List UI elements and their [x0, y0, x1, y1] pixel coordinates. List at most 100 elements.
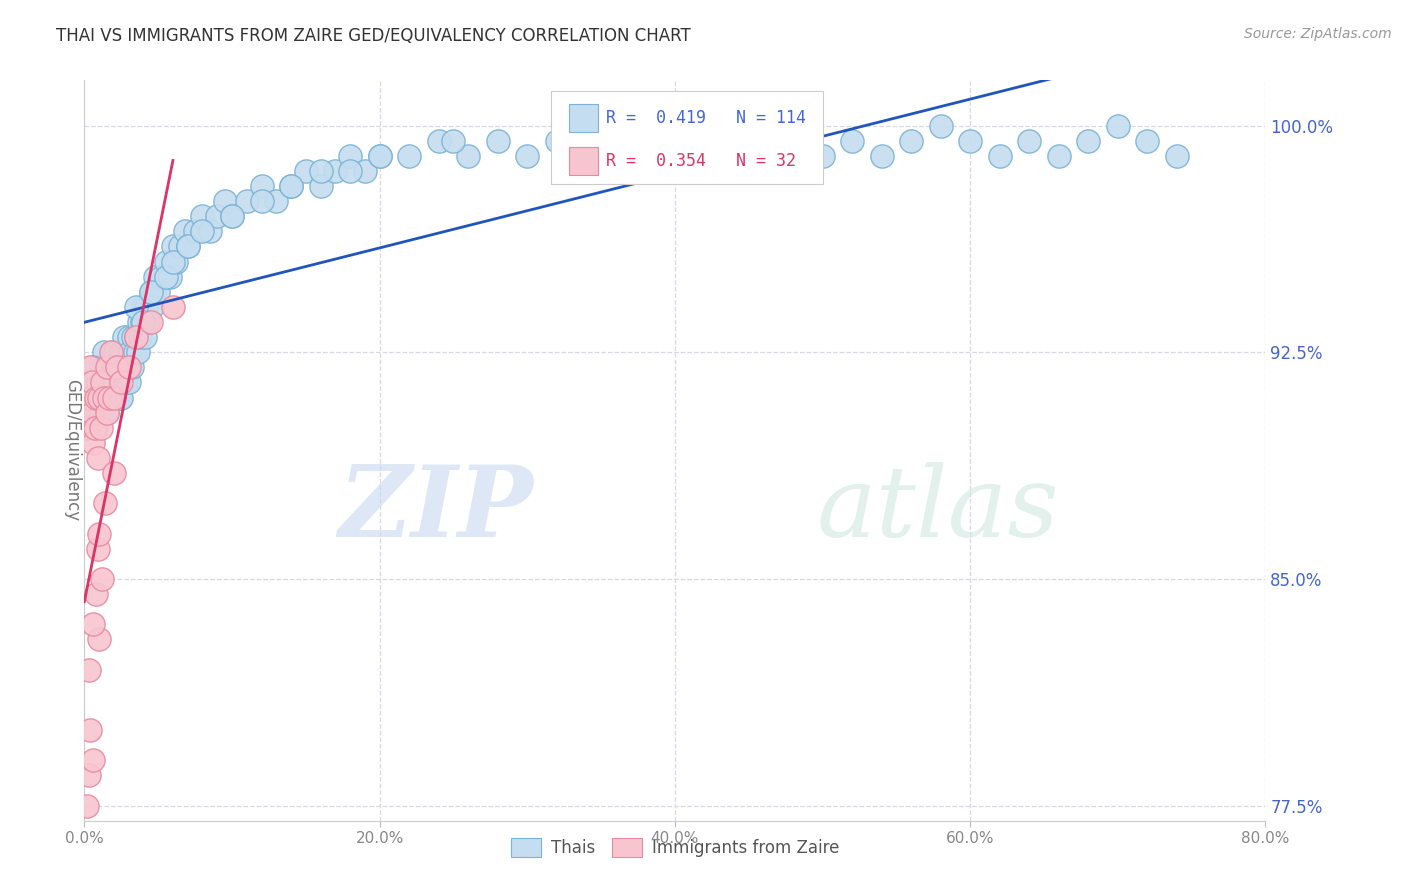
- Text: R =  0.354   N = 32: R = 0.354 N = 32: [606, 152, 796, 169]
- Point: [134, 330, 156, 344]
- Point: [139, 285, 162, 299]
- Point: [105, 376, 128, 390]
- FancyBboxPatch shape: [568, 104, 598, 132]
- Text: THAI VS IMMIGRANTS FROM ZAIRE GED/EQUIVALENCY CORRELATION CHART: THAI VS IMMIGRANTS FROM ZAIRE GED/EQUIVA…: [56, 27, 690, 45]
- FancyBboxPatch shape: [568, 146, 598, 175]
- Point: [84, 587, 107, 601]
- Point: [398, 149, 420, 163]
- Point: [127, 345, 149, 359]
- FancyBboxPatch shape: [551, 91, 823, 184]
- Point: [162, 254, 184, 268]
- Point: [162, 300, 184, 314]
- Point: [443, 134, 465, 148]
- Point: [80, 829, 103, 843]
- Point: [77, 768, 100, 782]
- Text: Source: ZipAtlas.com: Source: ZipAtlas.com: [1244, 27, 1392, 41]
- Point: [177, 239, 200, 253]
- Point: [91, 391, 114, 405]
- Point: [1166, 149, 1188, 163]
- Point: [900, 134, 922, 148]
- Point: [101, 345, 124, 359]
- Point: [198, 224, 221, 238]
- Point: [91, 572, 114, 586]
- Text: R =  0.419   N = 114: R = 0.419 N = 114: [606, 109, 807, 128]
- Point: [214, 194, 236, 209]
- Point: [83, 421, 105, 435]
- Point: [693, 134, 716, 148]
- Point: [129, 330, 152, 344]
- Point: [83, 889, 105, 892]
- Point: [339, 149, 361, 163]
- Point: [266, 194, 288, 209]
- Y-axis label: GED/Equivalency: GED/Equivalency: [63, 379, 82, 522]
- Point: [124, 345, 146, 359]
- Point: [870, 149, 893, 163]
- Point: [98, 360, 121, 375]
- Point: [142, 285, 165, 299]
- Point: [110, 376, 132, 390]
- Point: [136, 315, 159, 329]
- Point: [118, 376, 141, 390]
- Point: [1018, 134, 1040, 148]
- Point: [988, 149, 1011, 163]
- Point: [457, 149, 479, 163]
- Point: [128, 315, 150, 329]
- Point: [82, 360, 104, 375]
- Point: [80, 406, 103, 420]
- Point: [114, 376, 136, 390]
- Point: [738, 119, 761, 133]
- Point: [191, 224, 214, 238]
- Point: [309, 179, 332, 194]
- Point: [96, 406, 118, 420]
- Point: [77, 663, 100, 677]
- Point: [295, 164, 318, 178]
- Point: [280, 179, 302, 194]
- Point: [131, 315, 153, 329]
- Point: [86, 541, 108, 556]
- Point: [135, 300, 157, 314]
- Point: [325, 164, 347, 178]
- Point: [546, 134, 568, 148]
- Point: [87, 376, 111, 390]
- Point: [100, 345, 122, 359]
- Point: [79, 391, 101, 405]
- Point: [309, 164, 332, 178]
- Point: [184, 224, 207, 238]
- Point: [107, 360, 129, 375]
- Point: [84, 421, 107, 435]
- Point: [159, 269, 181, 284]
- Point: [86, 376, 108, 390]
- Point: [86, 450, 108, 465]
- Point: [84, 391, 107, 405]
- Legend: Thais, Immigrants from Zaire: Thais, Immigrants from Zaire: [505, 831, 845, 864]
- Point: [173, 224, 195, 238]
- Point: [191, 209, 214, 223]
- Point: [104, 345, 127, 359]
- Point: [87, 526, 111, 541]
- Point: [368, 149, 391, 163]
- Point: [77, 391, 100, 405]
- Point: [634, 134, 657, 148]
- Point: [1077, 134, 1099, 148]
- Point: [93, 391, 115, 405]
- Point: [354, 164, 377, 178]
- Point: [98, 391, 121, 405]
- Point: [96, 406, 118, 420]
- Point: [118, 330, 141, 344]
- Point: [110, 391, 132, 405]
- Point: [87, 632, 111, 647]
- Point: [929, 119, 952, 133]
- Point: [280, 179, 302, 194]
- Point: [115, 360, 138, 375]
- Point: [155, 254, 177, 268]
- Point: [125, 330, 148, 344]
- Point: [165, 254, 187, 268]
- Point: [250, 194, 273, 209]
- Point: [103, 360, 125, 375]
- Point: [105, 360, 128, 375]
- Point: [79, 723, 101, 737]
- Point: [122, 330, 145, 344]
- Point: [108, 391, 131, 405]
- Text: ZIP: ZIP: [339, 461, 533, 558]
- Point: [132, 315, 155, 329]
